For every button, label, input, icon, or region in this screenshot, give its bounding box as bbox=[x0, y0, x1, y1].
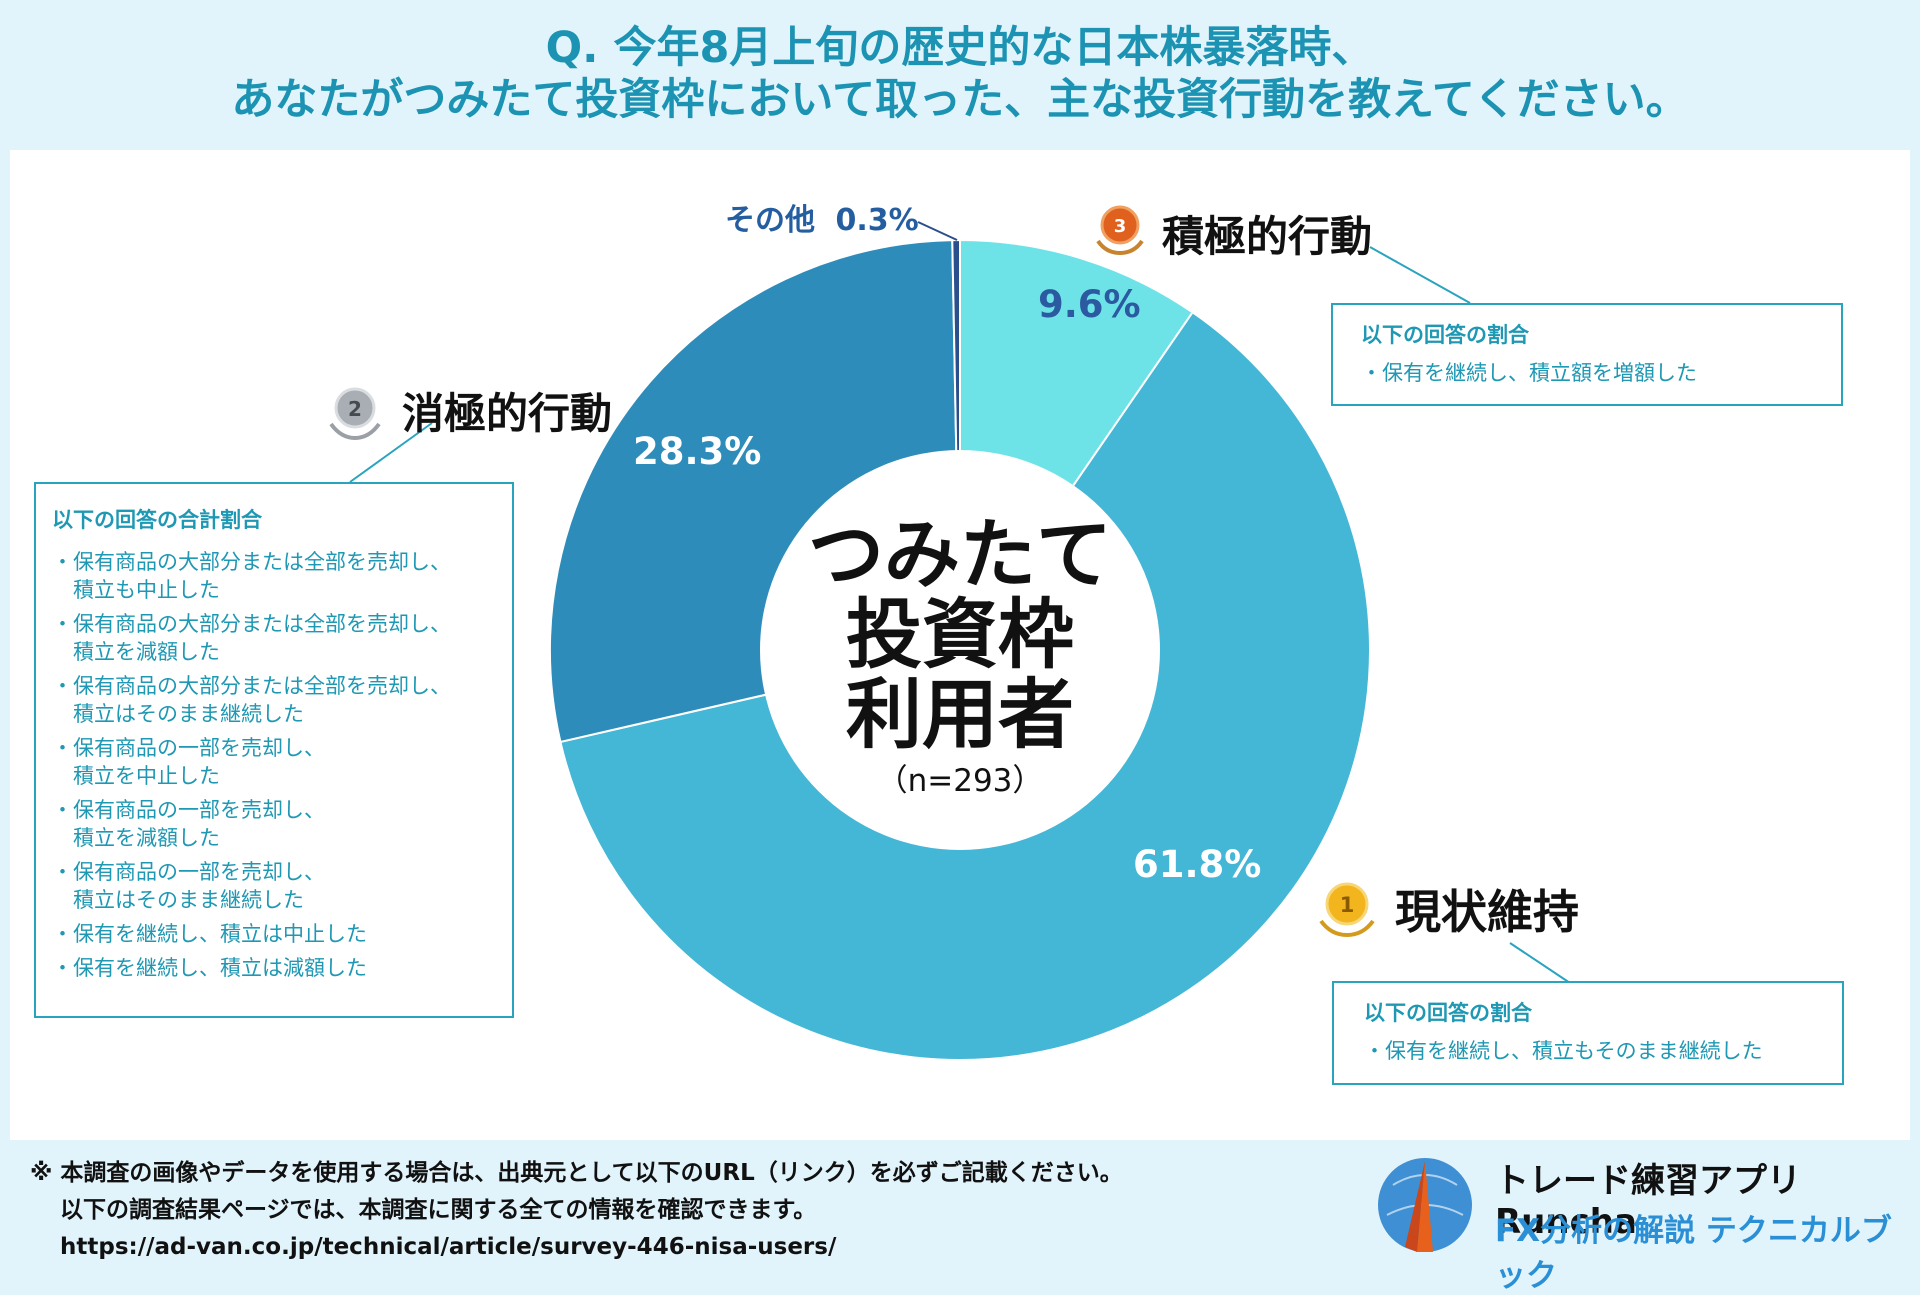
info-box-item: 積立を減額した bbox=[52, 826, 220, 850]
info-box-item: ・保有商品の一部を売却し、 bbox=[52, 798, 325, 822]
leader-line-passive bbox=[349, 422, 433, 483]
data-label-passive: 28.3% bbox=[633, 430, 762, 473]
sample-size: （n=293） bbox=[876, 763, 1044, 799]
info-box-item: 積立はそのまま継続した bbox=[52, 702, 304, 726]
info-box-item: ・保有を継続し、積立額を増額した bbox=[1361, 361, 1697, 385]
silver-medal-icon: 2 bbox=[329, 387, 381, 441]
brand-app-name: トレード練習アプリ Runcha bbox=[1495, 1161, 1801, 1242]
footer-notice: ※ 本調査の画像やデータを使用する場合は、出典元として以下のURL（リンク）を必… bbox=[30, 1155, 1123, 1266]
info-box-passive: 以下の回答の合計割合 ・保有商品の大部分または全部を売却し、 積立も中止した ・… bbox=[34, 482, 514, 1018]
leader-lines bbox=[349, 221, 1571, 984]
category-label-passive: 消極的行動 bbox=[402, 389, 613, 438]
info-box-item: ・保有商品の大部分または全部を売却し、 bbox=[52, 612, 451, 636]
gold-medal-icon: 1 bbox=[1319, 882, 1375, 938]
info-box-item: ・保有を継続し、積立は減額した bbox=[52, 956, 367, 980]
title-line-2: あなたがつみたて投資枠において取った、主な投資行動を教えてください。 bbox=[231, 75, 1689, 125]
other-name: その他 bbox=[725, 203, 815, 238]
other-value: 0.3% bbox=[835, 203, 919, 238]
center-line-3: 利用者 bbox=[846, 670, 1074, 759]
leader-line-status-quo bbox=[1509, 942, 1571, 984]
category-label-active: 積極的行動 bbox=[1162, 212, 1373, 261]
data-label-other: その他 0.3% bbox=[725, 195, 919, 239]
brand-tagline: FX分析の解説 テクニカルブック bbox=[1495, 1213, 1892, 1294]
page-title: Q. 今年8月上旬の歴史的な日本株暴落時、 あなたがつみたて投資枠において取った… bbox=[0, 22, 1920, 126]
info-box-status-quo: 以下の回答の割合 ・保有を継続し、積立もそのまま継続した bbox=[1332, 981, 1844, 1085]
info-box-item: 積立を中止した bbox=[52, 764, 220, 788]
info-box-active: 以下の回答の割合 ・保有を継続し、積立額を増額した bbox=[1331, 303, 1843, 406]
runcha-logo-icon bbox=[1378, 1158, 1472, 1252]
medal-rank-active: 3 bbox=[1114, 216, 1127, 237]
bronze-medal-icon: 3 bbox=[1096, 205, 1144, 256]
title-line-1: Q. 今年8月上旬の歴史的な日本株暴落時、 bbox=[545, 23, 1375, 73]
footer-line-1: ※ 本調査の画像やデータを使用する場合は、出典元として以下のURL（リンク）を必… bbox=[30, 1160, 1123, 1186]
info-box-heading: 以下の回答の割合 bbox=[1361, 323, 1529, 347]
data-label-status-quo: 61.8% bbox=[1133, 843, 1262, 886]
info-box-item: 積立を減額した bbox=[52, 640, 220, 664]
leader-line-active bbox=[1369, 246, 1471, 304]
info-box-item: ・保有を継続し、積立は中止した bbox=[52, 922, 367, 946]
info-box-item: ・保有を継続し、積立もそのまま継続した bbox=[1364, 1039, 1763, 1063]
info-box-heading: 以下の回答の合計割合 bbox=[52, 508, 262, 532]
info-box-item: 積立はそのまま継続した bbox=[52, 888, 304, 912]
info-box-item: 積立も中止した bbox=[52, 578, 220, 602]
donut-hole bbox=[760, 450, 1160, 850]
footer-line-2: 以下の調査結果ページでは、本調査に関する全ての情報を確認できます。 bbox=[60, 1197, 817, 1223]
medal-rank-passive: 2 bbox=[348, 397, 362, 421]
donut-center-label: つみたて 投資枠 利用者 （n=293） bbox=[760, 515, 1160, 800]
info-box-item: ・保有商品の大部分または全部を売却し、 bbox=[52, 550, 451, 574]
center-line-1: つみたて bbox=[808, 510, 1112, 599]
info-box-item: ・保有商品の大部分または全部を売却し、 bbox=[52, 674, 451, 698]
category-label-status-quo: 現状維持 bbox=[1395, 885, 1579, 939]
center-line-2: 投資枠 bbox=[846, 590, 1074, 679]
info-box-item: ・保有商品の一部を売却し、 bbox=[52, 736, 325, 760]
data-label-active: 9.6% bbox=[1038, 283, 1141, 326]
source-url-link[interactable]: https://ad-van.co.jp/technical/article/s… bbox=[60, 1234, 837, 1260]
info-box-heading: 以下の回答の割合 bbox=[1364, 1001, 1532, 1025]
info-box-item: ・保有商品の一部を売却し、 bbox=[52, 860, 325, 884]
leader-line-other bbox=[917, 221, 958, 241]
medal-rank-status-quo: 1 bbox=[1340, 893, 1355, 917]
